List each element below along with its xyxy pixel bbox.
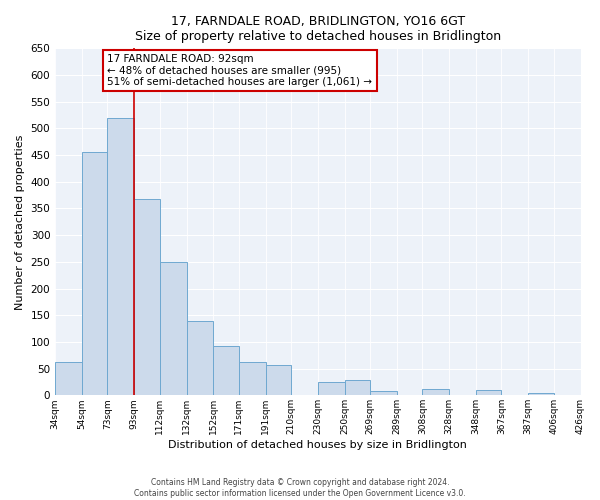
Bar [239, 362, 266, 396]
Bar [528, 392, 554, 396]
X-axis label: Distribution of detached houses by size in Bridlington: Distribution of detached houses by size … [169, 440, 467, 450]
Bar [266, 365, 291, 396]
Bar [476, 390, 502, 396]
Bar [581, 393, 600, 396]
Bar [55, 362, 82, 396]
Bar [214, 346, 239, 396]
Bar [82, 152, 107, 396]
Bar [160, 262, 187, 396]
Text: 17 FARNDALE ROAD: 92sqm
← 48% of detached houses are smaller (995)
51% of semi-d: 17 FARNDALE ROAD: 92sqm ← 48% of detache… [107, 54, 373, 87]
Title: 17, FARNDALE ROAD, BRIDLINGTON, YO16 6GT
Size of property relative to detached h: 17, FARNDALE ROAD, BRIDLINGTON, YO16 6GT… [135, 15, 501, 43]
Bar [318, 382, 344, 396]
Text: Contains HM Land Registry data © Crown copyright and database right 2024.
Contai: Contains HM Land Registry data © Crown c… [134, 478, 466, 498]
Bar [134, 199, 160, 396]
Bar [370, 391, 397, 396]
Y-axis label: Number of detached properties: Number of detached properties [15, 134, 25, 310]
Bar [187, 320, 214, 396]
Bar [422, 389, 449, 396]
Bar [107, 118, 134, 396]
Bar [344, 380, 370, 396]
